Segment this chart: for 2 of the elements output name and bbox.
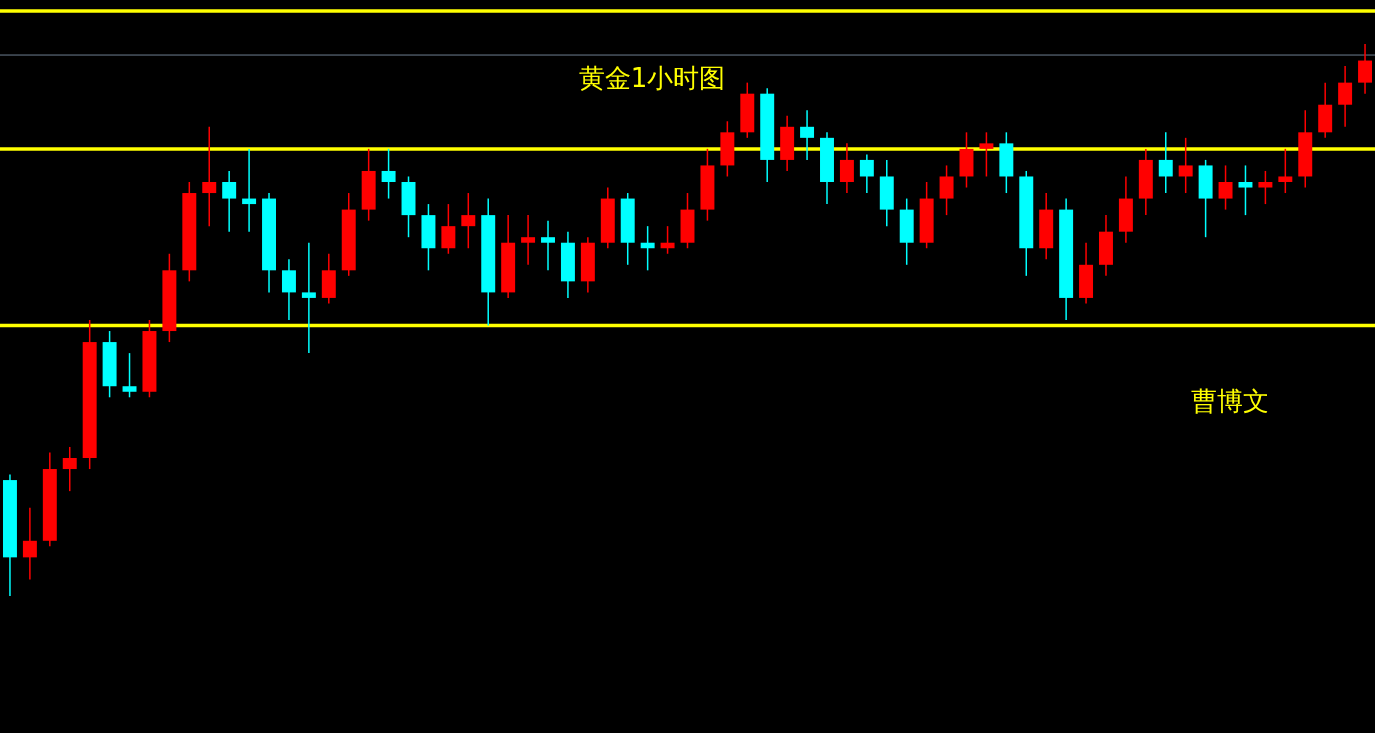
text: 黄金1小时图 <box>578 63 726 93</box>
annotation: 曹博文 <box>1191 386 1269 416</box>
